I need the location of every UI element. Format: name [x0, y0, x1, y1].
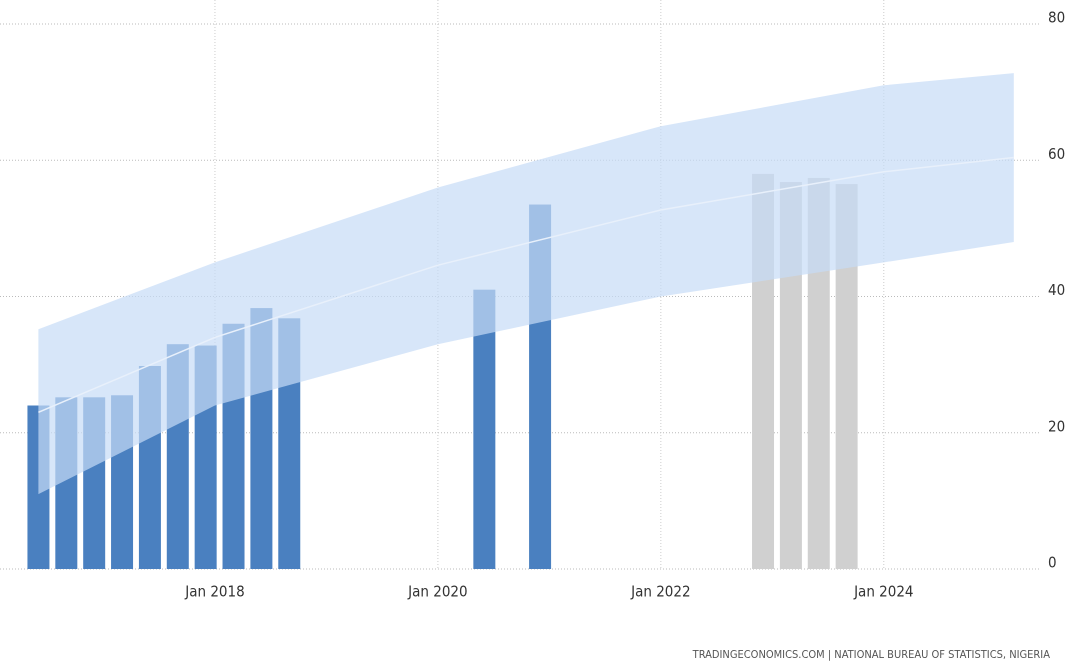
x-tick-label: Jan 2018	[184, 583, 244, 601]
bar	[473, 289, 496, 569]
y-tick-label: 80	[1048, 9, 1065, 27]
y-tick-label: 0	[1048, 554, 1057, 572]
trend-line	[38, 156, 1014, 413]
x-tick-label: Jan 2024	[853, 583, 913, 601]
x-tick-label: Jan 2022	[630, 583, 690, 601]
y-tick-label: 40	[1048, 281, 1065, 299]
forecast-band	[38, 73, 1014, 495]
bar	[835, 184, 858, 569]
y-tick-label: 60	[1048, 145, 1065, 163]
bar	[807, 177, 830, 569]
y-tick-label: 20	[1048, 417, 1065, 435]
bar	[779, 182, 802, 570]
source: TRADINGECONOMICS.COM | NATIONAL BUREAU O…	[692, 648, 1051, 661]
x-tick-label: Jan 2020	[407, 583, 467, 601]
